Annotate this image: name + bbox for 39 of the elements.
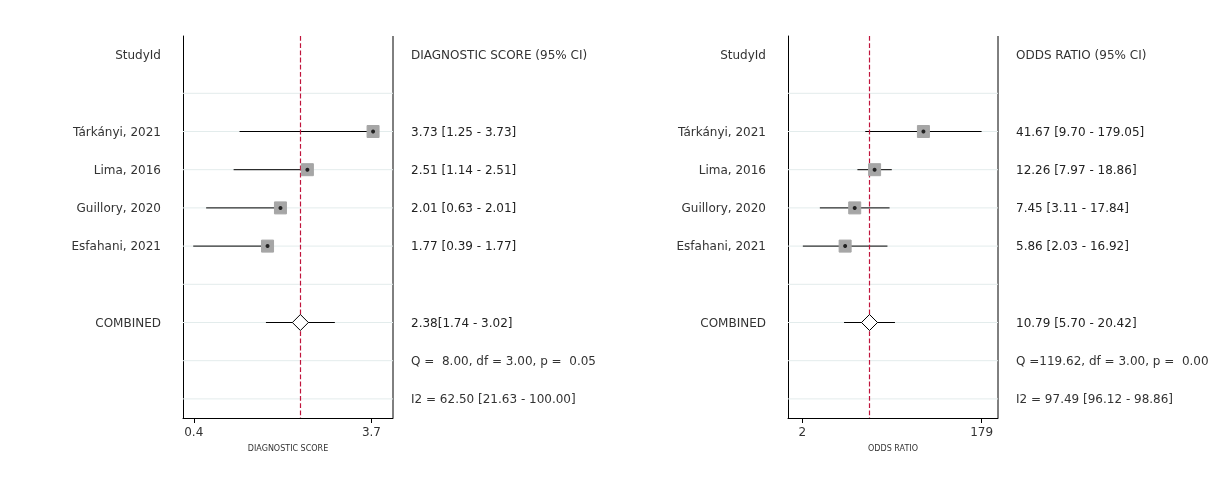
y-tick-label: Esfahani, 2021 (71, 239, 161, 254)
point (300, 163, 314, 177)
text: 7.45 [3.11 - 17.84] (1016, 200, 1129, 215)
text: DIAGNOSTIC SCORE (95% CI) (411, 48, 588, 63)
text: ODDS RATIO (95% CI) (1016, 48, 1147, 63)
y-tick-label: Guillory, 2020 (681, 200, 766, 215)
y-tick-label: Lima, 2016 (698, 162, 766, 177)
text: 10.79 [5.70 - 20.42] (1016, 315, 1137, 330)
y-tick-label: COMBINED (95, 315, 161, 330)
text: Q = 8.00, df = 3.00, p = 0.05 (411, 353, 596, 368)
y-tick-label: COMBINED (700, 315, 766, 330)
text: 12.26 [7.97 - 18.86] (1016, 162, 1137, 177)
y-tick-label: Tárkányi, 2021 (677, 124, 766, 139)
text: 41.67 [9.70 - 179.05] (1016, 124, 1145, 139)
x-axis-title: ODDS RATIO (868, 443, 918, 453)
text: I2 = 62.50 [21.63 - 100.00] (411, 391, 576, 406)
y-tick-label: Tárkányi, 2021 (72, 124, 161, 139)
text: 2.38[1.74 - 3.02] (411, 315, 513, 330)
text: 2.01 [0.63 - 2.01] (411, 200, 517, 215)
x-tick-label: 3.7 (361, 425, 382, 439)
y-axis-title: StudyId (720, 48, 766, 63)
point (261, 239, 275, 253)
x-tick-label: 2 (798, 425, 807, 439)
y-axis-title: StudyId (115, 48, 161, 63)
x-tick-label: 179 (970, 425, 994, 439)
text: 2.51 [1.14 - 2.51] (411, 162, 517, 177)
point (366, 125, 380, 138)
y-tick-label: Lima, 2016 (93, 162, 161, 177)
text: Q =119.62, df = 3.00, p = 0.00 (1016, 353, 1209, 368)
point (291, 314, 309, 331)
y-tick-label: Esfahani, 2021 (676, 239, 766, 254)
x-tick-label: 0.4 (184, 425, 204, 439)
y-tick-label: Guillory, 2020 (76, 200, 161, 215)
text: I2 = 97.49 [96.12 - 98.86] (1016, 391, 1174, 406)
x-axis-title: DIAGNOSTIC SCORE (247, 443, 329, 453)
text: 5.86 [2.03 - 16.92] (1016, 239, 1129, 254)
text: 3.73 [1.25 - 3.73] (411, 124, 517, 139)
text: 1.77 [0.39 - 1.77] (411, 239, 517, 254)
point (273, 201, 287, 215)
